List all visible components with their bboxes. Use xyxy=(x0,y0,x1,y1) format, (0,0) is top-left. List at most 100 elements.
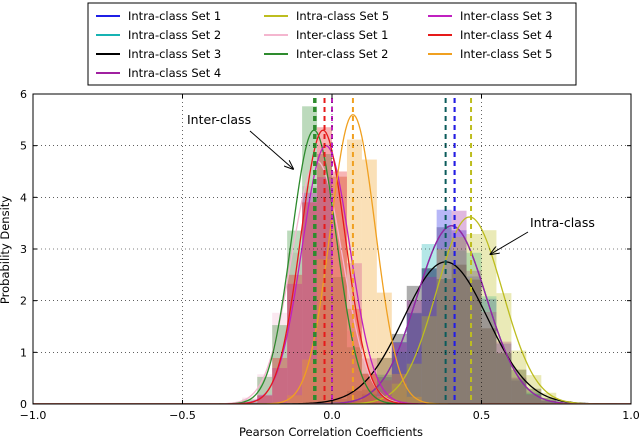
legend-item: Intra-class Set 2 xyxy=(96,28,221,42)
histogram-bar xyxy=(481,312,497,404)
y-axis-label: Probability Density xyxy=(0,196,12,304)
legend-box xyxy=(87,2,577,86)
x-tick-label: −1.0 xyxy=(20,409,47,422)
legend-label: Inter-class Set 1 xyxy=(296,28,388,42)
x-tick-label: −0.5 xyxy=(169,409,196,422)
histogram-bar xyxy=(526,393,542,404)
histogram-bar xyxy=(391,351,407,404)
histogram-bar xyxy=(421,244,437,404)
legend-item: Inter-class Set 5 xyxy=(428,47,552,61)
histogram-bar xyxy=(511,377,527,404)
legend-item: Inter-class Set 1 xyxy=(264,28,388,42)
histogram-bar xyxy=(481,296,497,404)
legend-label: Inter-class Set 2 xyxy=(296,47,388,61)
histogram-bar xyxy=(481,328,497,404)
histogram-bar xyxy=(332,398,347,404)
x-tick-label: 0.5 xyxy=(473,409,491,422)
histogram-bar xyxy=(481,230,497,404)
histogram-bar xyxy=(361,159,377,404)
x-tick-label: 1.0 xyxy=(622,409,640,422)
legend-label: Intra-class Set 4 xyxy=(128,66,221,80)
y-tick-label: 2 xyxy=(20,295,27,308)
histogram-bar xyxy=(541,400,557,404)
histogram-bar xyxy=(406,396,422,404)
histogram-bar xyxy=(332,239,347,404)
histogram-bar xyxy=(376,380,392,404)
histogram-bar xyxy=(496,353,512,404)
histogram-bar xyxy=(481,298,497,404)
histogram-bar xyxy=(346,331,362,404)
axes: −1.0 −0.5 0.0 0.5 1.0 0 1 2 3 4 5 6 xyxy=(20,88,640,422)
density-curve-6 xyxy=(33,129,631,404)
histogram-bar xyxy=(541,400,557,404)
legend-label: Intra-class Set 1 xyxy=(128,9,221,23)
annotations: Inter-class Intra-class xyxy=(187,112,595,254)
histogram-bar xyxy=(346,347,362,404)
y-tick-label: 3 xyxy=(20,243,27,256)
histogram-bar xyxy=(287,395,303,404)
histogram-bar xyxy=(436,249,452,404)
histogram-bar xyxy=(421,316,437,404)
y-tick-label: 5 xyxy=(20,140,27,153)
annotation-arrow xyxy=(249,130,293,169)
histogram-bar xyxy=(242,397,258,404)
legend-label: Inter-class Set 5 xyxy=(460,47,552,61)
histogram-bar xyxy=(272,368,288,404)
histogram-bar xyxy=(317,259,332,404)
histogram-bar xyxy=(287,252,303,404)
histogram-bar xyxy=(526,392,542,404)
histogram-bar xyxy=(257,395,273,404)
histogram-bar xyxy=(272,357,288,404)
y-tick-label: 1 xyxy=(20,346,27,359)
histogram-bar xyxy=(346,390,362,404)
annotation-label: Intra-class xyxy=(530,215,595,230)
histogram-bar xyxy=(376,396,392,404)
legend-label: Intra-class Set 2 xyxy=(128,28,221,42)
histogram-bar xyxy=(511,380,527,404)
histogram-bar xyxy=(541,392,557,404)
legend-item: Intra-class Set 1 xyxy=(96,9,221,23)
histogram-bar xyxy=(361,389,377,404)
histogram-bar xyxy=(376,292,392,404)
histogram-bar xyxy=(346,400,362,404)
legend-item: Intra-class Set 3 xyxy=(96,47,221,61)
histogram-bar xyxy=(436,227,452,404)
legend-label: Intra-class Set 3 xyxy=(128,47,221,61)
annotation-arrow xyxy=(490,231,529,254)
histogram-bar xyxy=(346,401,362,404)
histogram-bar xyxy=(361,394,377,404)
histogram-bar xyxy=(526,394,542,404)
legend-label: Inter-class Set 3 xyxy=(460,9,552,23)
histogram-bar xyxy=(361,358,377,404)
density-curve-8 xyxy=(33,129,631,404)
legend-label: Inter-class Set 4 xyxy=(460,28,552,42)
legend-item: Intra-class Set 5 xyxy=(264,9,389,23)
y-tick-label: 4 xyxy=(20,191,27,204)
x-tick-label: 0.0 xyxy=(323,409,341,422)
histogram-bar xyxy=(436,227,452,404)
histogram-bar xyxy=(361,393,377,404)
histogram-bar xyxy=(511,378,527,404)
histogram-bar xyxy=(451,210,467,404)
legend-item: Inter-class Set 3 xyxy=(428,9,552,23)
histogram-bar xyxy=(361,402,377,404)
legend-item: Inter-class Set 4 xyxy=(428,28,552,42)
histogram-bar xyxy=(346,139,362,404)
histogram-bar xyxy=(317,127,332,404)
x-axis-label: Pearson Correlation Coefficients xyxy=(239,425,423,437)
legend-item: Inter-class Set 2 xyxy=(264,47,388,61)
histogram-bar xyxy=(376,396,392,404)
annotation-label: Inter-class xyxy=(187,112,251,127)
histogram-bar xyxy=(317,401,332,404)
histogram-bar xyxy=(436,209,452,404)
legend: Intra-class Set 1 Intra-class Set 2 Intra-… xyxy=(87,2,577,86)
histogram-bar xyxy=(421,276,437,404)
legend-item: Intra-class Set 4 xyxy=(96,66,221,80)
histogram-bar xyxy=(346,400,362,404)
histogram-bar xyxy=(302,186,318,404)
histogram-bar xyxy=(257,394,273,404)
histogram-bar xyxy=(376,396,392,404)
histogram-bar xyxy=(376,402,392,404)
histogram-bar xyxy=(541,400,557,404)
